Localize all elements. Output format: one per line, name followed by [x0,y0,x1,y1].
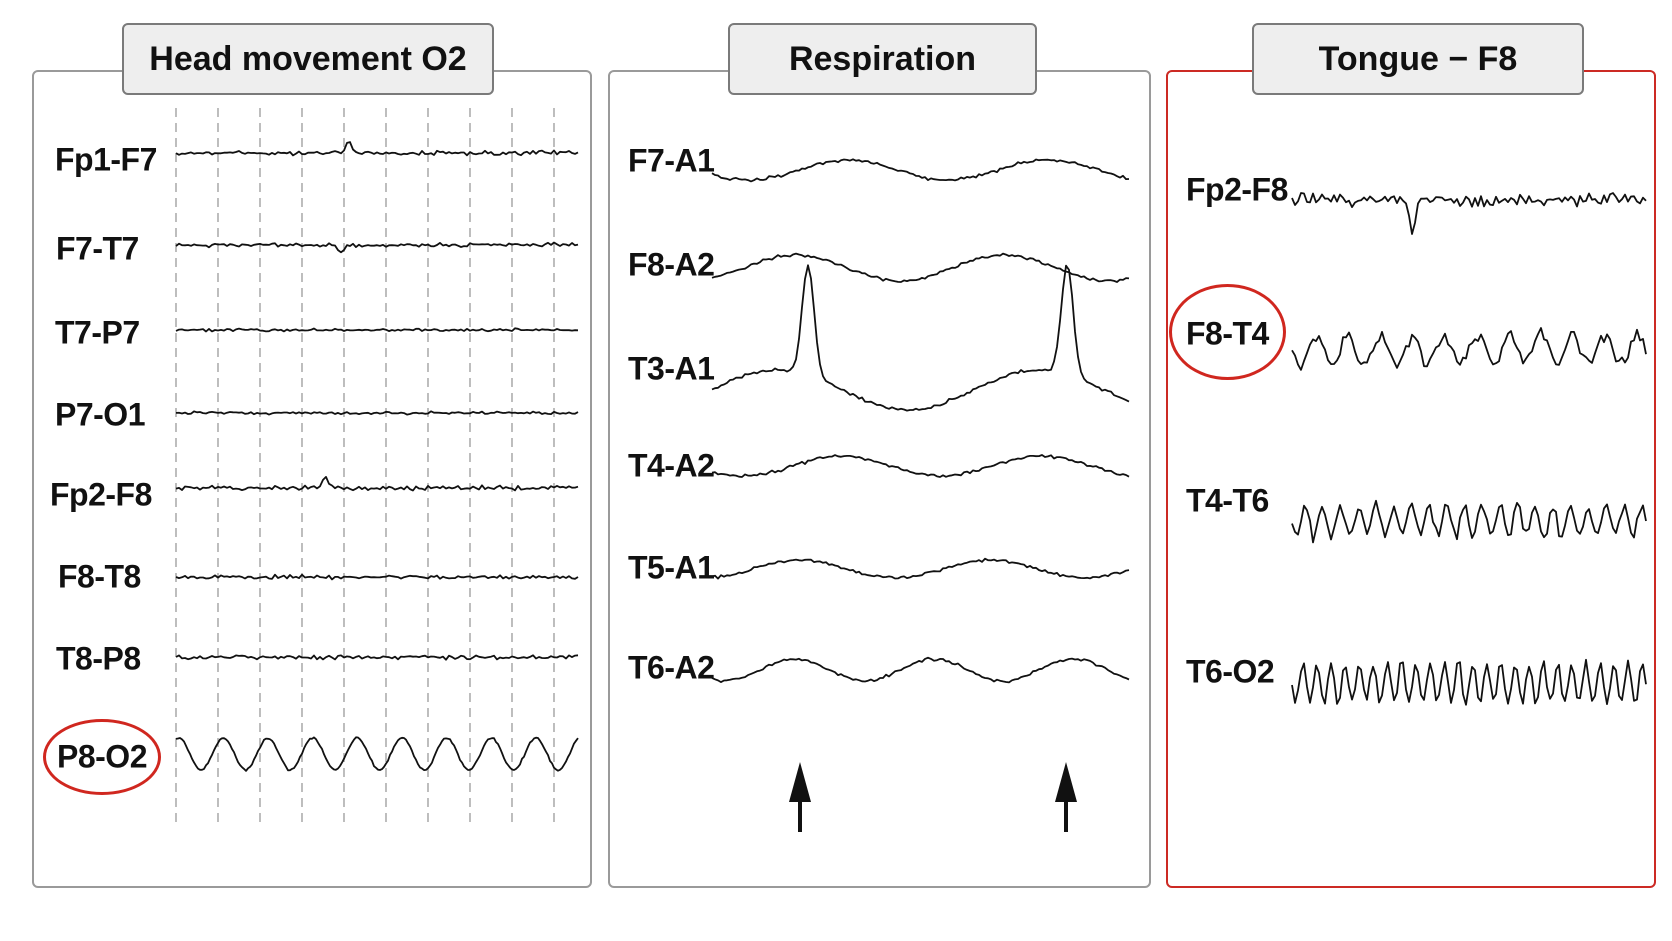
trace-fp2-f8-right [1291,192,1647,235]
trace-f7-a1 [711,158,1130,183]
trace-f8-t8 [175,573,579,581]
channel-label-p7-o1: P7-O1 [55,396,145,433]
channel-label-t4-t6: T4-T6 [1186,482,1269,519]
trace-t4-a2 [711,454,1130,478]
panel-title-respiration: Respiration [728,23,1037,95]
trace-t6-a2 [711,656,1130,684]
panel-tongue [1166,70,1656,888]
channel-label-t6-o2: T6-O2 [1186,653,1275,690]
trace-fp1-f7 [175,141,579,157]
trace-t3-a1 [711,264,1130,412]
channel-label-fp2-f8: Fp2-F8 [50,476,152,513]
channel-label-fp1-f7: Fp1-F7 [55,141,157,178]
highlight-ring-p8-o2 [43,719,161,795]
channel-label-fp2-f8-right: Fp2-F8 [1186,171,1288,208]
channel-label-t8-p8: T8-P8 [56,640,141,677]
channel-label-f7-t7: F7-T7 [56,230,139,267]
channel-label-t3-a1: T3-A1 [628,350,715,387]
respiration-markers [789,762,1077,832]
time-gridlines [175,108,555,828]
arrow-up-icon [789,762,811,832]
arrow-up-icon [1055,762,1077,832]
channel-label-f7-a1: F7-A1 [628,142,715,179]
panel-title-head-movement: Head movement O2 [122,23,494,95]
channel-label-t4-a2: T4-A2 [628,447,715,484]
panel-respiration [608,70,1151,888]
trace-f7-t7 [175,241,579,254]
panel-title-tongue: Tongue − F8 [1252,23,1584,95]
trace-t5-a1 [711,557,1130,580]
channel-label-f8-a2: F8-A2 [628,246,715,283]
trace-t6-o2 [1291,658,1647,706]
trace-t4-t6 [1291,499,1647,544]
channel-label-t7-p7: T7-P7 [55,314,140,351]
trace-p7-o1 [175,410,579,416]
eeg-waveforms [175,141,1647,772]
trace-t8-p8 [175,654,579,661]
trace-p8-o2 [175,736,579,772]
trace-f8-a2 [711,252,1130,283]
channel-label-f8-t8: F8-T8 [58,558,141,595]
channel-label-t5-a1: T5-A1 [628,549,715,586]
highlight-ring-f8-t4 [1169,284,1286,380]
trace-f8-t4 [1291,327,1647,371]
trace-fp2-f8-left [175,476,579,492]
trace-t7-p7 [175,327,579,333]
channel-label-t6-a2: T6-A2 [628,649,715,686]
